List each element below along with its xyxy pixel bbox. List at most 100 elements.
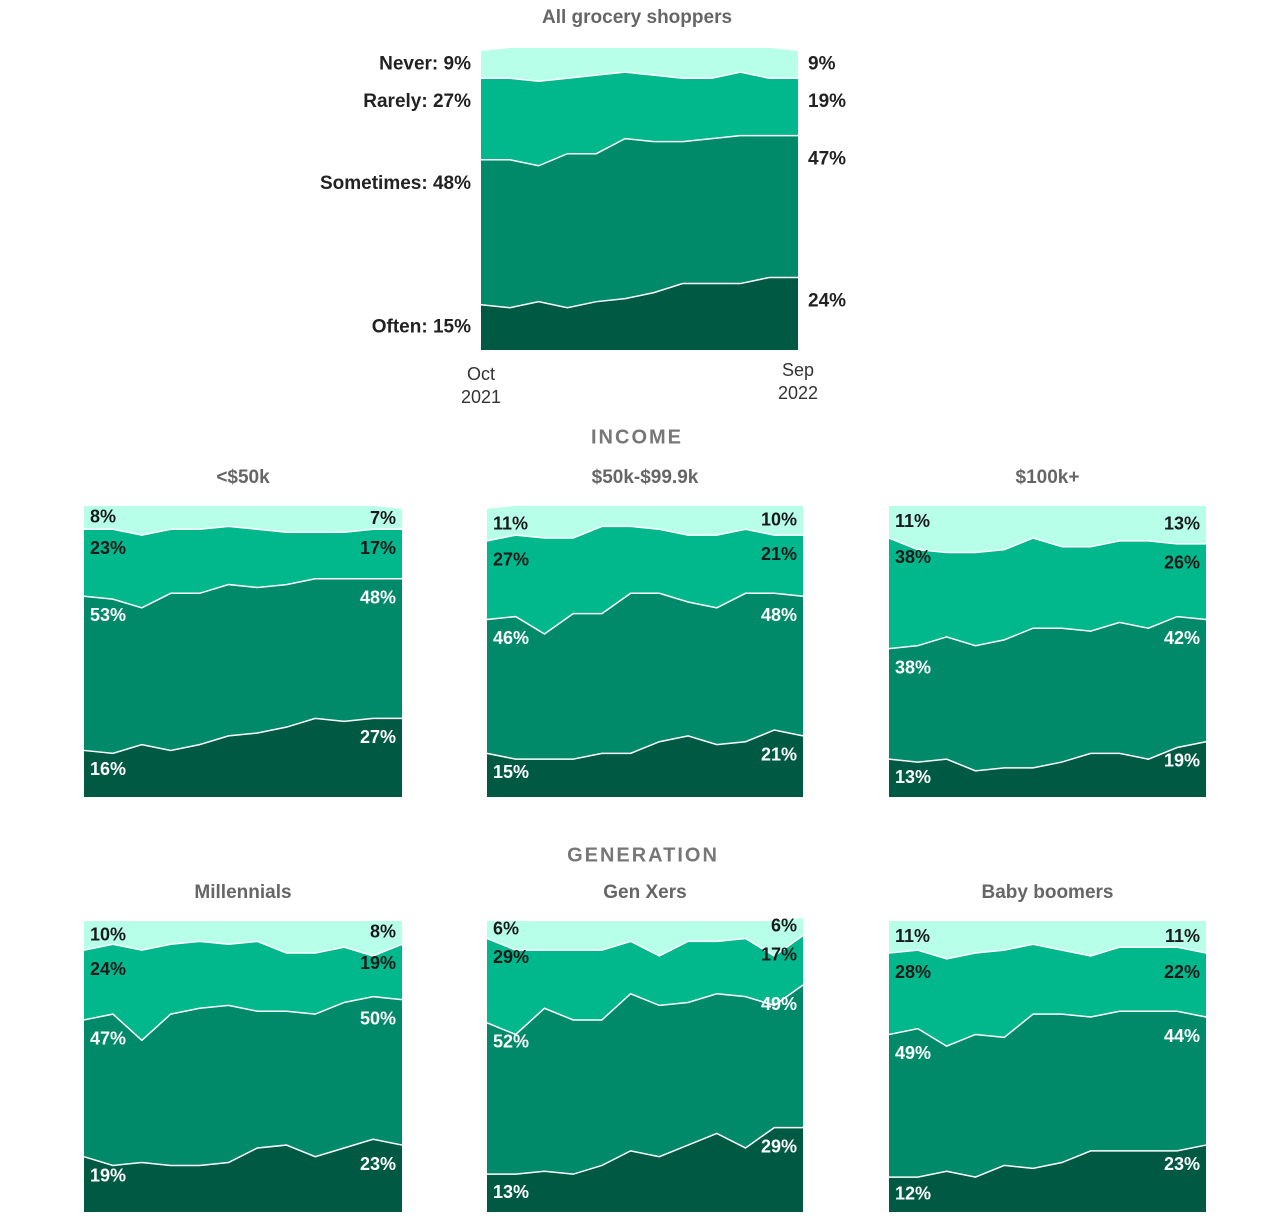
value-label: 47% bbox=[808, 149, 846, 170]
chart-title: <$50k bbox=[216, 467, 270, 488]
chart-title: All grocery shoppers bbox=[542, 7, 732, 28]
value-label: 50% bbox=[360, 1008, 396, 1028]
area bbox=[487, 526, 803, 635]
value-label: 13% bbox=[493, 1182, 529, 1202]
area bbox=[889, 616, 1206, 771]
chart-title: Gen Xers bbox=[603, 882, 686, 903]
value-label: 23% bbox=[1164, 1154, 1200, 1174]
x-tick-label-line: Oct bbox=[467, 364, 495, 384]
area-edge bbox=[888, 943, 1207, 960]
x-tick-label-line: 2021 bbox=[461, 387, 501, 407]
area-edge bbox=[481, 134, 798, 167]
x-tick-label: Oct 2021 bbox=[461, 364, 501, 407]
chart-title: Millennials bbox=[194, 882, 291, 903]
value-label: 11% bbox=[895, 926, 930, 946]
area-edge bbox=[888, 740, 1207, 772]
value-label: 47% bbox=[90, 1029, 126, 1049]
value-label: Rarely: 27% bbox=[363, 91, 471, 112]
value-label: 27% bbox=[360, 727, 396, 747]
value-label: 8% bbox=[90, 506, 116, 526]
value-label: 53% bbox=[90, 605, 126, 625]
value-label: 19% bbox=[90, 1165, 126, 1185]
area bbox=[84, 1139, 402, 1212]
area-edge bbox=[83, 578, 402, 609]
value-label: 21% bbox=[761, 745, 797, 765]
value-label: 28% bbox=[895, 962, 931, 982]
value-label: 15% bbox=[493, 762, 529, 782]
area-edge bbox=[889, 1144, 1207, 1178]
area bbox=[84, 526, 402, 608]
value-label: Sometimes: 48% bbox=[320, 173, 471, 194]
value-label: 29% bbox=[493, 947, 529, 967]
value-label: 38% bbox=[895, 657, 931, 677]
area-edge bbox=[83, 995, 403, 1042]
area bbox=[481, 135, 798, 308]
value-label: 24% bbox=[808, 291, 846, 312]
value-label: 9% bbox=[808, 54, 836, 75]
area-edge bbox=[83, 940, 403, 957]
area bbox=[487, 1127, 803, 1212]
value-label: 12% bbox=[895, 1183, 931, 1203]
value-label: 6% bbox=[771, 916, 797, 936]
area-edge bbox=[888, 537, 1206, 554]
value-label: 42% bbox=[1164, 628, 1200, 648]
area bbox=[487, 593, 803, 760]
value-label: Never: 9% bbox=[379, 54, 471, 75]
value-label: 44% bbox=[1164, 1026, 1200, 1046]
area bbox=[84, 921, 402, 956]
value-label: 11% bbox=[895, 511, 930, 531]
area bbox=[84, 578, 402, 754]
area bbox=[889, 944, 1206, 1047]
value-label: 38% bbox=[895, 547, 931, 567]
area bbox=[84, 996, 402, 1166]
value-label: 23% bbox=[90, 538, 126, 558]
value-label: 17% bbox=[360, 538, 396, 558]
area-edge bbox=[486, 984, 804, 1036]
value-label: 11% bbox=[493, 514, 528, 534]
value-label: 10% bbox=[90, 924, 126, 944]
area bbox=[889, 921, 1206, 959]
value-label: 19% bbox=[808, 91, 846, 112]
area-edge bbox=[486, 525, 803, 542]
value-label: 6% bbox=[493, 918, 519, 938]
area bbox=[481, 277, 798, 350]
area-edge bbox=[486, 934, 804, 957]
area bbox=[481, 48, 798, 82]
value-label: Often: 15% bbox=[372, 316, 471, 337]
value-label: 27% bbox=[493, 550, 529, 570]
chart-title: Baby boomers bbox=[982, 882, 1114, 903]
value-label: 24% bbox=[90, 959, 126, 979]
area-edge bbox=[83, 717, 402, 755]
area bbox=[487, 918, 803, 956]
area-edge bbox=[480, 276, 798, 309]
value-label: 7% bbox=[370, 508, 396, 528]
value-label: 29% bbox=[761, 1136, 797, 1156]
area bbox=[487, 935, 803, 1035]
value-label: 11% bbox=[1165, 926, 1200, 946]
area bbox=[84, 718, 402, 797]
value-label: 48% bbox=[761, 605, 797, 625]
value-label: 48% bbox=[360, 588, 396, 608]
value-label: 13% bbox=[895, 767, 931, 787]
value-label: 8% bbox=[370, 921, 396, 941]
x-tick-label-line: Sep bbox=[782, 360, 814, 380]
area bbox=[487, 730, 803, 797]
area bbox=[487, 985, 803, 1175]
area-edge bbox=[84, 525, 402, 536]
area bbox=[487, 506, 803, 541]
x-tick-label: Sep 2022 bbox=[778, 360, 818, 403]
chart-title: $50k-$99.9k bbox=[592, 467, 699, 488]
value-label: 17% bbox=[761, 944, 797, 964]
chart-title: $100k+ bbox=[1016, 467, 1080, 488]
area bbox=[889, 1011, 1206, 1178]
area-edge bbox=[888, 615, 1207, 650]
value-label: 26% bbox=[1164, 553, 1200, 573]
value-label: 22% bbox=[1164, 962, 1200, 982]
area bbox=[84, 941, 402, 1041]
area-edge bbox=[888, 1010, 1207, 1047]
area-edge bbox=[83, 1138, 403, 1167]
area bbox=[889, 1145, 1206, 1212]
x-tick-label-line: 2022 bbox=[778, 383, 818, 403]
area-edge bbox=[486, 729, 804, 760]
